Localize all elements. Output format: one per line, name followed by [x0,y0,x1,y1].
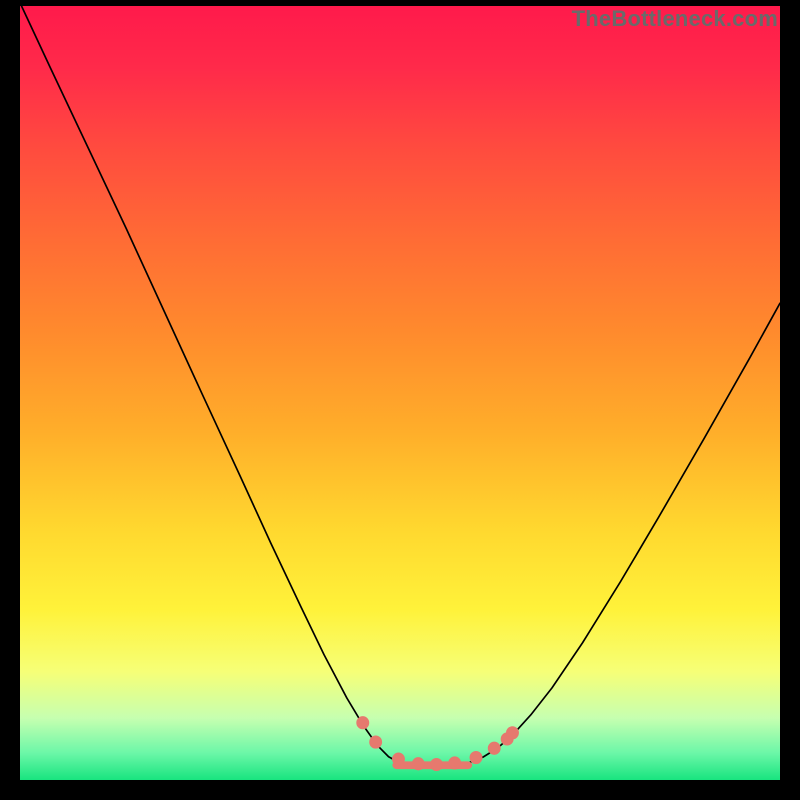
curve-marker [392,753,404,765]
curve-marker [370,736,382,748]
watermark-text: TheBottleneck.com [572,6,778,32]
chart-frame: TheBottleneck.com [0,0,800,800]
plot-area [20,6,780,780]
bottleneck-curve [22,6,780,767]
curve-marker [449,757,461,769]
curve-marker [470,751,482,763]
curve-layer [20,6,780,780]
curve-marker [430,758,442,770]
curve-marker [412,758,424,770]
curve-marker [488,742,500,754]
curve-marker [357,717,369,729]
curve-marker [506,727,518,739]
